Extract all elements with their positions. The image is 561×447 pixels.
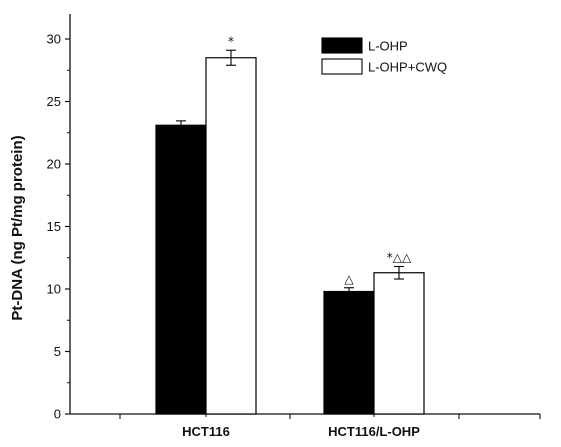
y-axis-label: Pt-DNA (ng Pt/mg protein) [9,135,26,320]
y-axis: 0 5 10 15 20 25 30 [47,14,71,422]
legend-label: L-OHP+CWQ [368,60,447,75]
y-tick-label: 25 [47,94,61,109]
y-tick-label: 20 [47,157,61,172]
y-tick-label: 15 [47,219,61,234]
x-category-label: HCT116/L-OHP [328,424,420,439]
bars: △ * *△△ [155,34,425,415]
bar-l-ohp [155,124,207,415]
legend-swatch [321,37,363,54]
x-category-label: HCT116 [182,424,230,439]
bar-l-ohp [323,290,375,415]
significance-marker: * [228,34,234,48]
x-axis: HCT116 HCT116/L-OHP [70,413,541,439]
y-tick-label: 10 [47,282,61,297]
significance-marker: △ [344,272,354,286]
y-tick-label: 0 [54,407,61,422]
legend-label: L-OHP [368,39,408,54]
significance-marker: *△△ [387,251,412,265]
bar-l-ohp-cwq [373,272,425,415]
legend: L-OHP L-OHP+CWQ [321,37,447,75]
y-tick-label: 30 [47,32,61,47]
bar-l-ohp-cwq [205,57,257,415]
legend-swatch [321,58,363,75]
y-tick-label: 5 [54,344,61,359]
